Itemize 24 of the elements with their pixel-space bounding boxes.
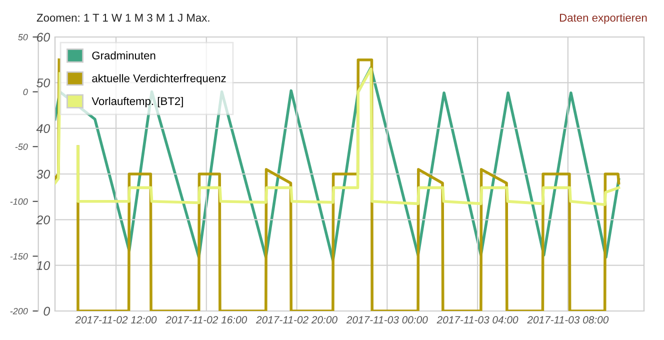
y2-tick-label: 0: [23, 88, 28, 96]
y2-tick-label: -50: [15, 144, 28, 150]
text: Daten exportieren: [560, 14, 647, 24]
legend-label: aktuelle Verdichterfrequenz: [92, 74, 226, 84]
y-tick-label: 60: [36, 32, 50, 42]
y2-tick-label: -200: [10, 308, 28, 314]
y2-tick-label: -100: [10, 198, 28, 205]
x-tick-label: 2017-11-02 16:00: [166, 316, 248, 324]
x-tick-label: 2017-11-03 08:00: [527, 316, 609, 324]
y-tick-label: 20: [36, 215, 50, 224]
y2-tick-label: -150: [10, 253, 28, 260]
y-tick-label: 40: [36, 124, 50, 133]
y-tick-label: 10: [36, 261, 50, 270]
y2-tick-label: 50: [18, 34, 28, 40]
x-tick-label: 2017-11-03 04:00: [436, 316, 518, 324]
text: Zoomen: 1 T 1 W 1 M 3 M 1 J Max.: [36, 14, 210, 22]
y-tick-label: 30: [36, 170, 50, 179]
y-tick-label: 50: [36, 78, 50, 88]
y-tick-label: 0: [44, 306, 50, 316]
legend-label: Gradminuten: [92, 51, 156, 60]
x-tick-label: 2017-11-03 00:00: [346, 316, 428, 324]
x-tick-label: 2017-11-02 20:00: [256, 316, 338, 324]
legend-label: Vorlauftemp. [BT2]: [92, 96, 183, 108]
x-tick-label: 2017-11-02 12:00: [75, 316, 157, 324]
